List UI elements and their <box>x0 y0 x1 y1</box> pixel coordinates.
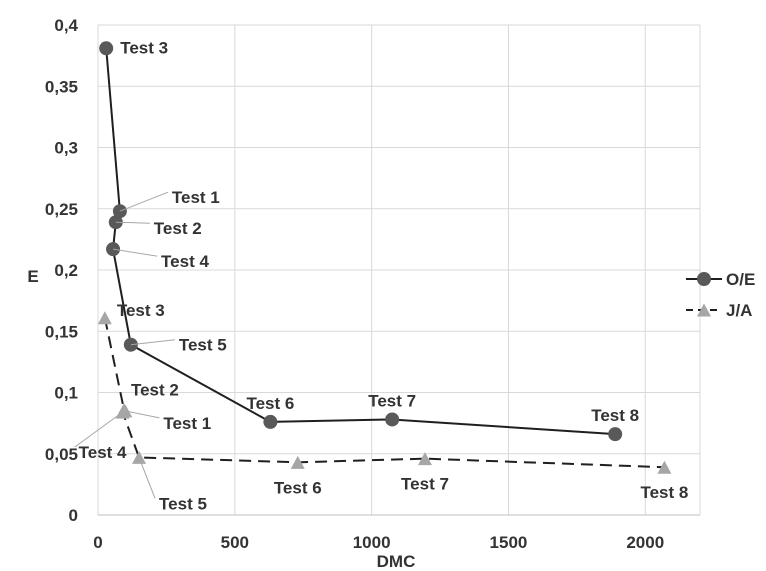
point-label: Test 6 <box>246 394 294 413</box>
point-label: Test 3 <box>117 301 165 320</box>
y-tick-label: 0,25 <box>45 200 78 219</box>
x-axis-title: DMC <box>377 552 416 571</box>
point-label: Test 2 <box>154 219 202 238</box>
point-label: Test 5 <box>159 494 207 513</box>
oe-point <box>385 412 400 427</box>
point-label: Test 4 <box>161 252 209 271</box>
x-tick-label: 0 <box>93 533 102 552</box>
ja-point <box>97 311 112 325</box>
label-leader-line <box>138 457 156 499</box>
label-leader-line <box>119 191 169 212</box>
y-tick-label: 0,4 <box>54 16 78 35</box>
point-label: Test 8 <box>640 483 688 502</box>
oe-point <box>106 242 121 257</box>
oe-point <box>608 427 623 442</box>
label-leader-line <box>112 248 158 257</box>
label-layer: Test 3 Test 1 Test 2 Test 4 Test 5 Test 6 Test… <box>79 38 689 513</box>
point-label: Test 2 <box>131 381 179 400</box>
label-leader-line <box>74 411 123 448</box>
leader-layer <box>74 191 175 499</box>
x-tick-label: 2000 <box>626 533 664 552</box>
label-leader-line <box>125 410 160 419</box>
label-leader-line <box>115 221 150 224</box>
point-label: Test 8 <box>591 406 639 425</box>
legend-marker-oe <box>697 272 711 286</box>
y-tick-label: 0,2 <box>54 261 78 280</box>
point-label: Test 4 <box>79 443 127 462</box>
point-label: Test 7 <box>401 475 449 494</box>
axis-layer: 0 0,05 0,1 0,15 0,2 0,25 0,3 0,35 0,4 0 500 1000 150… <box>45 16 701 552</box>
y-tick-label: 0 <box>69 506 78 525</box>
oe-point <box>99 41 114 56</box>
point-label: Test 5 <box>179 336 227 355</box>
series-line-ja <box>103 317 665 469</box>
point-layer <box>97 41 672 474</box>
y-tick-label: 0,1 <box>54 384 78 403</box>
y-tick-label: 0,05 <box>45 445 78 464</box>
grid-layer <box>97 24 700 516</box>
legend-marker-ja <box>697 303 711 317</box>
y-axis-title: E <box>27 267 38 286</box>
ja-point <box>417 452 432 466</box>
ja-point <box>657 460 672 474</box>
point-label: Test 3 <box>120 38 168 57</box>
legend-label-ja: J/A <box>726 301 752 320</box>
point-label: Test 7 <box>368 391 416 410</box>
point-label: Test 1 <box>172 188 220 207</box>
legend: O/E J/A <box>686 270 755 320</box>
y-tick-label: 0,35 <box>45 77 78 96</box>
x-tick-label: 1000 <box>353 533 391 552</box>
ja-point <box>290 455 305 469</box>
y-tick-label: 0,15 <box>45 322 78 341</box>
x-tick-label: 500 <box>221 533 249 552</box>
label-leader-line <box>130 339 175 346</box>
x-tick-label: 1500 <box>490 533 528 552</box>
legend-label-oe: O/E <box>726 270 755 289</box>
point-label: Test 1 <box>163 414 211 433</box>
point-label: Test 6 <box>274 478 322 497</box>
oe-point <box>263 414 278 429</box>
y-tick-label: 0,3 <box>54 139 78 158</box>
series-line-oe <box>105 48 616 436</box>
